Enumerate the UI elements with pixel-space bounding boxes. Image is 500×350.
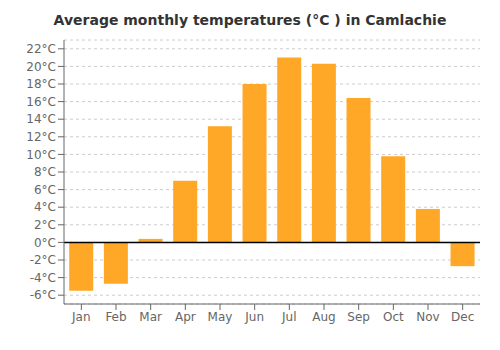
html-text:Average monthly temperatures (: Average monthly temperatures (°C ) in Ca… [53, 12, 447, 28]
svg-text:4°C: 4°C [34, 200, 56, 214]
svg-text:6°C: 6°C [34, 183, 56, 197]
svg-text:Jul: Jul [281, 310, 296, 324]
svg-text:-6°C: -6°C [30, 288, 56, 302]
svg-text:May: May [208, 310, 233, 324]
svg-text:Nov: Nov [416, 310, 439, 324]
svg-text:Sep: Sep [347, 310, 370, 324]
svg-text:Jun: Jun [244, 310, 264, 324]
svg-text:-4°C: -4°C [30, 271, 56, 285]
svg-text:12°C: 12°C [26, 130, 56, 144]
svg-text:Jan: Jan [71, 310, 91, 324]
svg-text:2°C: 2°C [34, 218, 56, 232]
svg-text:-2°C: -2°C [30, 253, 56, 267]
svg-text:Aug: Aug [312, 310, 335, 324]
svg-text:Mar: Mar [139, 310, 162, 324]
svg-text:14°C: 14°C [26, 112, 56, 126]
svg-text:10°C: 10°C [26, 148, 56, 162]
svg-text:Dec: Dec [451, 310, 474, 324]
svg-text:Oct: Oct [383, 310, 404, 324]
svg-text:0°C: 0°C [34, 236, 56, 250]
svg-text:20°C: 20°C [26, 60, 56, 74]
svg-text:16°C: 16°C [26, 95, 56, 109]
svg-text:Apr: Apr [175, 310, 196, 324]
svg-text:Feb: Feb [105, 310, 126, 324]
svg-text:8°C: 8°C [34, 165, 56, 179]
svg-text:22°C: 22°C [26, 42, 56, 56]
svg-text:18°C: 18°C [26, 77, 56, 91]
